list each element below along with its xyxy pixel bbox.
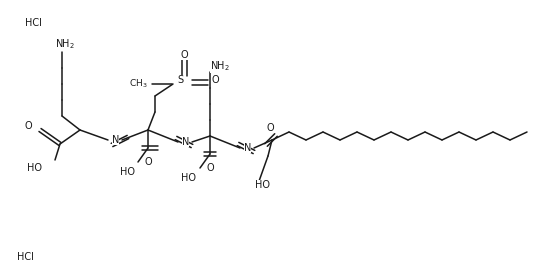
Text: O: O (25, 121, 32, 131)
Text: S: S (177, 75, 183, 85)
Text: HCl: HCl (17, 252, 34, 262)
Text: N: N (112, 135, 119, 145)
Text: HO: HO (255, 180, 270, 190)
Text: HO: HO (27, 163, 42, 173)
Text: O: O (212, 75, 220, 85)
Text: O: O (206, 163, 214, 173)
Text: NH$_2$: NH$_2$ (55, 37, 75, 51)
Text: CH$_3$: CH$_3$ (130, 78, 148, 90)
Text: HO: HO (120, 167, 135, 177)
Text: NH$_2$: NH$_2$ (210, 59, 230, 73)
Text: O: O (180, 50, 188, 60)
Text: O: O (144, 157, 152, 167)
Text: N: N (182, 137, 189, 147)
Text: HCl: HCl (25, 18, 42, 28)
Text: N: N (244, 143, 252, 153)
Text: HO: HO (181, 173, 196, 183)
Text: O: O (266, 123, 274, 133)
